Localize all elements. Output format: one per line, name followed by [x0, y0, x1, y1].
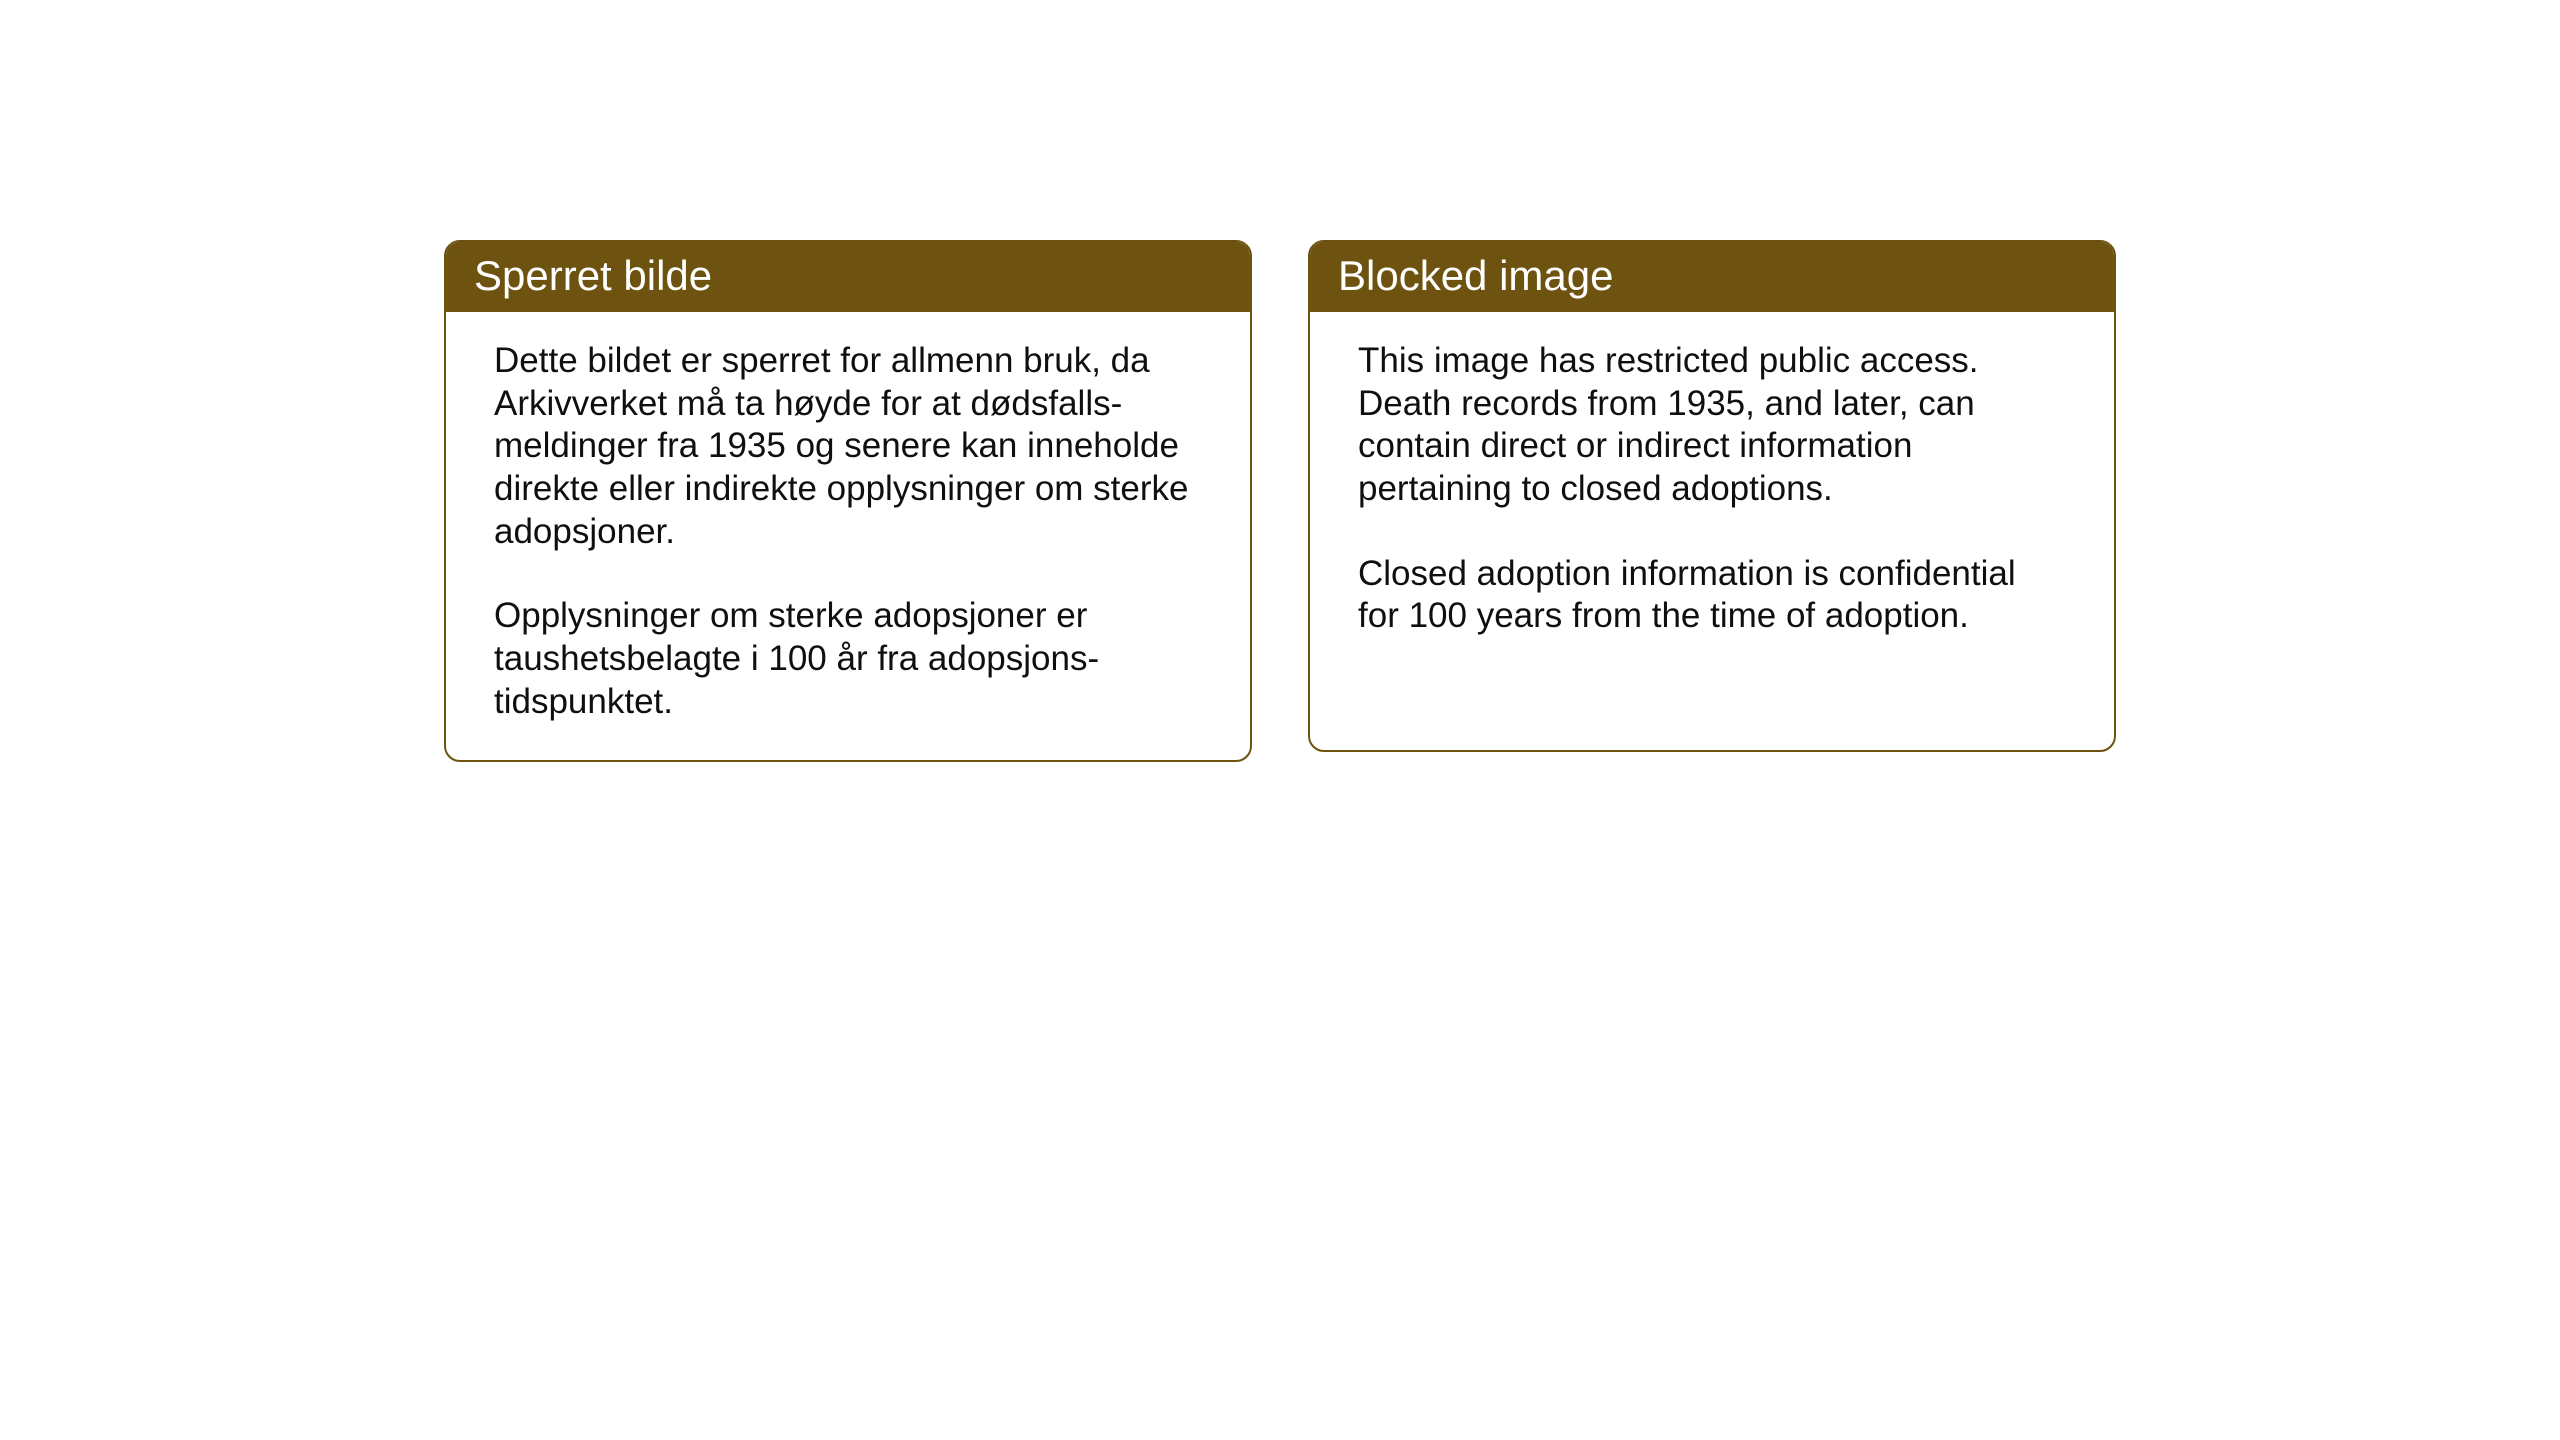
notice-title-english: Blocked image — [1338, 252, 1613, 299]
notice-container: Sperret bilde Dette bildet er sperret fo… — [444, 240, 2116, 762]
notice-box-english: Blocked image This image has restricted … — [1308, 240, 2116, 752]
notice-paragraph: Dette bildet er sperret for allmenn bruk… — [494, 340, 1202, 553]
notice-header-english: Blocked image — [1310, 242, 2114, 312]
notice-paragraph: Closed adoption information is confident… — [1358, 553, 2066, 638]
notice-box-norwegian: Sperret bilde Dette bildet er sperret fo… — [444, 240, 1252, 762]
notice-body-english: This image has restricted public access.… — [1310, 312, 2114, 674]
notice-header-norwegian: Sperret bilde — [446, 242, 1250, 312]
notice-paragraph: Opplysninger om sterke adopsjoner er tau… — [494, 595, 1202, 723]
notice-paragraph: This image has restricted public access.… — [1358, 340, 2066, 511]
notice-body-norwegian: Dette bildet er sperret for allmenn bruk… — [446, 312, 1250, 760]
notice-title-norwegian: Sperret bilde — [474, 252, 712, 299]
